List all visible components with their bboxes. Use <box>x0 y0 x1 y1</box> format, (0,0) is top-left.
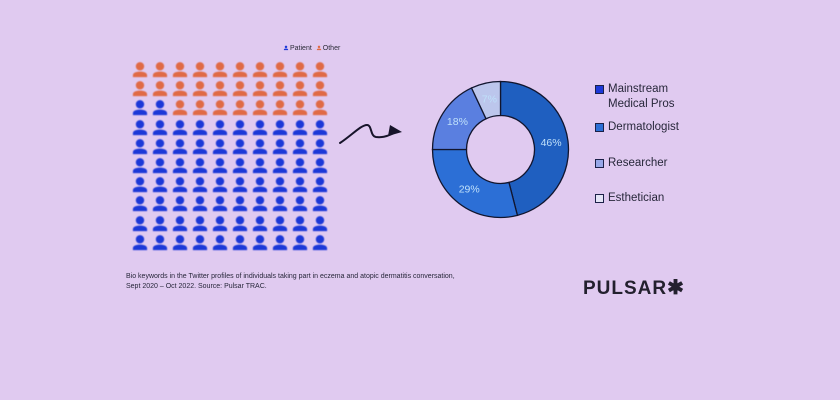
svg-text:7%: 7% <box>482 94 497 106</box>
svg-text:29%: 29% <box>459 184 480 196</box>
svg-text:18%: 18% <box>447 116 468 128</box>
svg-text:46%: 46% <box>541 137 562 149</box>
